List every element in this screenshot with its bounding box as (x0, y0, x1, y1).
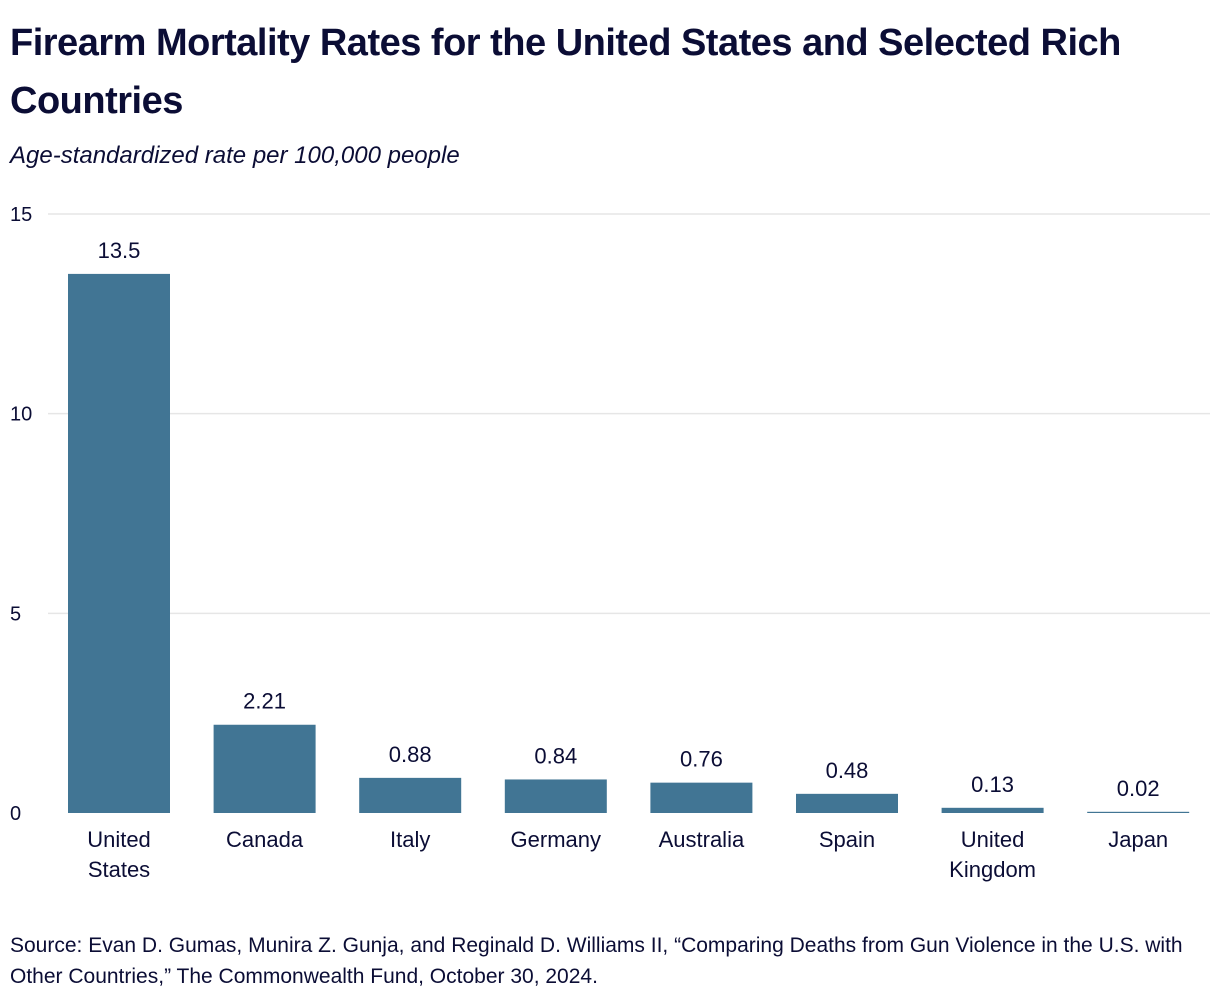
bar (213, 724, 316, 813)
bar (504, 779, 607, 813)
y-tick-label: 5 (10, 603, 21, 625)
bar (650, 782, 753, 813)
bar-value-label: 2.21 (243, 689, 286, 714)
chart-title: Firearm Mortality Rates for the United S… (10, 22, 1121, 122)
x-tick-label: Australia (659, 827, 745, 852)
bar-value-label: 0.88 (389, 742, 432, 767)
bar-value-label: 0.48 (826, 758, 869, 783)
x-tick-label: Germany (511, 827, 601, 852)
bars (68, 273, 1190, 813)
labels: 0 5 10 15 13.5 United States 2.21 Canada 0.88 Ital… (10, 204, 1168, 882)
y-tick-label: 10 (10, 404, 32, 426)
x-tick-label: Spain (819, 827, 875, 852)
bar (796, 793, 898, 813)
bar-value-label: 0.02 (1117, 776, 1160, 801)
bar-value-label: 13.5 (98, 238, 141, 263)
x-tick-label: United States (87, 827, 151, 882)
bar-value-label: 0.76 (680, 747, 723, 772)
y-tick-label: 15 (10, 204, 32, 226)
x-tick-label: Japan (1108, 827, 1168, 852)
gridlines (48, 213, 1210, 615)
bar (941, 807, 1044, 813)
x-tick-label: Italy (390, 827, 430, 852)
chart-subtitle: Age-standardized rate per 100,000 people (10, 142, 460, 169)
source-note: Source: Evan D. Gumas, Munira Z. Gunja, … (10, 934, 1183, 988)
bar (1087, 811, 1190, 813)
bar (68, 273, 170, 813)
bar-value-label: 0.13 (971, 772, 1014, 797)
x-tick-label: Canada (226, 827, 304, 852)
x-tick-label: United Kingdom (949, 827, 1036, 882)
bar (359, 777, 462, 813)
bar-value-label: 0.84 (534, 743, 577, 768)
y-tick-label: 0 (10, 803, 21, 825)
